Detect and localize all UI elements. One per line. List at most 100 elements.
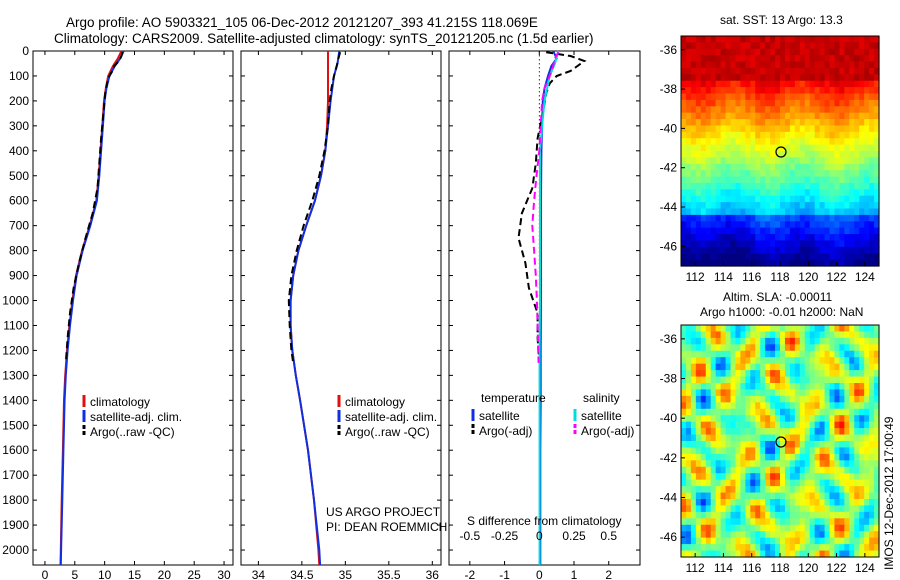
title-line-1: Argo profile: AO 5903321_105 06-Dec-2012…	[66, 15, 538, 30]
x-tick-label: 114	[714, 270, 733, 284]
y-tick-label: 700	[9, 219, 29, 233]
series-line-argo--adj-	[531, 51, 560, 363]
y-tick-label: -46	[660, 530, 678, 544]
x-tick-label: 30	[217, 568, 231, 580]
y-tick-label: 400	[9, 144, 29, 158]
map-cells	[681, 325, 880, 558]
imos-timestamp: IMOS 12-Dec-2012 17:00:49	[882, 416, 896, 570]
sla-title-1: Altim. SLA: -0.00011	[723, 290, 832, 304]
y-tick-label: 1100	[3, 318, 29, 332]
legend-title-temperature: temperature	[481, 391, 546, 405]
y-tick-label: -40	[660, 411, 678, 425]
y-tick-label: 1700	[2, 468, 29, 482]
series-line-satellite	[538, 50, 560, 565]
y-tick-label: 100	[9, 69, 29, 83]
x-tick-label: 10	[98, 568, 112, 580]
plot-frame	[448, 50, 641, 566]
y-tick-label: -44	[660, 491, 678, 505]
y-tick-label: 1500	[2, 418, 29, 432]
sst-map-panel: 112 114 116 118 120 122 124 -36 -38 -40 -42 -44 -46	[660, 35, 880, 284]
x-tick-label: 1	[571, 568, 578, 580]
y-tick-label: 600	[9, 194, 29, 208]
y-tick-label: 1300	[2, 368, 29, 382]
y-tick-label: 900	[9, 269, 29, 283]
y-tick-label: -40	[660, 121, 678, 135]
plot-frame	[240, 50, 442, 566]
legend-entry: Argo(..raw -QC)	[345, 425, 430, 439]
x-tick-label: -1	[499, 568, 510, 580]
series-line-satellite-adj--clim-	[289, 50, 341, 566]
map-cells	[681, 36, 880, 267]
sst-title: sat. SST: 13 Argo: 13.3	[720, 13, 843, 27]
argo-location-marker	[775, 146, 787, 158]
x-tick-label: 118	[770, 561, 789, 575]
x-tick-label: 116	[742, 561, 761, 575]
x-tick-label: 34	[252, 568, 266, 580]
plot-frame	[32, 50, 234, 566]
x-tick-label: 0	[536, 568, 543, 580]
argo-location-marker	[775, 436, 787, 448]
y-tick-label: -36	[660, 332, 678, 346]
x-tick-label: 0	[42, 568, 49, 580]
x-tick-label: 120	[798, 561, 818, 575]
y-tick-label: 2000	[2, 543, 29, 557]
series-line-argo---raw--qc-	[287, 51, 342, 364]
x-tick-label: 35.5	[377, 568, 401, 580]
y-tick-label: -38	[660, 82, 678, 96]
x-tick-label: 114	[714, 561, 733, 575]
s-difference-axis-label: S difference from climatology	[467, 514, 622, 528]
legend-title-salinity: salinity	[583, 391, 620, 405]
legend-entry: satellite	[581, 409, 622, 423]
x-tick-label: 116	[742, 270, 761, 284]
project-label: US ARGO PROJECT	[326, 505, 441, 519]
legend-entry: satellite	[479, 409, 520, 423]
y-tick-label: 200	[9, 94, 29, 108]
series-line-argo---raw--qc-	[64, 51, 124, 363]
x-tick-label: 122	[827, 270, 847, 284]
y-tick-label: 500	[9, 169, 29, 183]
x-tick-label: 112	[686, 270, 705, 284]
y-tick-label: -36	[660, 43, 678, 57]
x-tick-label: 2	[605, 568, 612, 580]
y-tick-label: 1200	[2, 343, 29, 357]
x-tick-label: -2	[465, 568, 476, 580]
y-tick-label: 800	[9, 244, 29, 258]
s-tick-label: -0.25	[491, 529, 519, 543]
legend-entry: Argo(-adj)	[581, 424, 634, 438]
legend-entry: satellite-adj. clim.	[345, 410, 437, 424]
legend-entry: climatology	[345, 395, 405, 409]
temperature-panel: 0 5 10 15 20 25 300100200300400500600700800900…	[2, 44, 234, 580]
y-tick-label: -42	[660, 451, 678, 465]
x-tick-label: 36	[426, 568, 440, 580]
y-tick-label: 1800	[2, 493, 29, 507]
s-tick-label: -0.5	[459, 529, 480, 543]
y-tick-label: 300	[9, 119, 29, 133]
x-tick-label: 15	[128, 568, 142, 580]
y-tick-label: 1900	[2, 518, 29, 532]
s-tick-label: 0.5	[600, 529, 617, 543]
x-tick-label: 34.5	[290, 568, 314, 580]
x-tick-label: 35	[339, 568, 353, 580]
legend-entry: satellite-adj. clim.	[90, 410, 182, 424]
y-tick-label: 1400	[2, 393, 29, 407]
y-tick-label: -42	[660, 161, 678, 175]
y-tick-label: -46	[660, 239, 678, 253]
sla-title-2: Argo h1000: -0.01 h2000: NaN	[700, 305, 863, 319]
x-tick-label: 20	[158, 568, 172, 580]
sla-map-panel: 112 114 116 118 120 122 124 -36 -38 -40 -42 -44 -46	[660, 324, 880, 575]
x-tick-label: 5	[71, 568, 78, 580]
difference-panel: -2-1012T difference from climatology-0.5…	[448, 50, 641, 580]
y-tick-label: 1000	[2, 294, 29, 308]
y-tick-label: -44	[660, 200, 678, 214]
y-tick-label: 0	[22, 44, 29, 58]
s-tick-label: 0	[536, 529, 543, 543]
series-line-argo--adj-	[517, 51, 587, 363]
title-line-2: Climatology: CARS2009. Satellite-adjuste…	[54, 31, 594, 46]
pi-label: PI: DEAN ROEMMICH	[326, 520, 447, 534]
x-tick-label: 124	[855, 561, 875, 575]
y-tick-label: -38	[660, 372, 678, 386]
x-tick-label: 124	[855, 270, 875, 284]
x-tick-label: 120	[798, 270, 818, 284]
legend-entry: climatology	[90, 395, 150, 409]
